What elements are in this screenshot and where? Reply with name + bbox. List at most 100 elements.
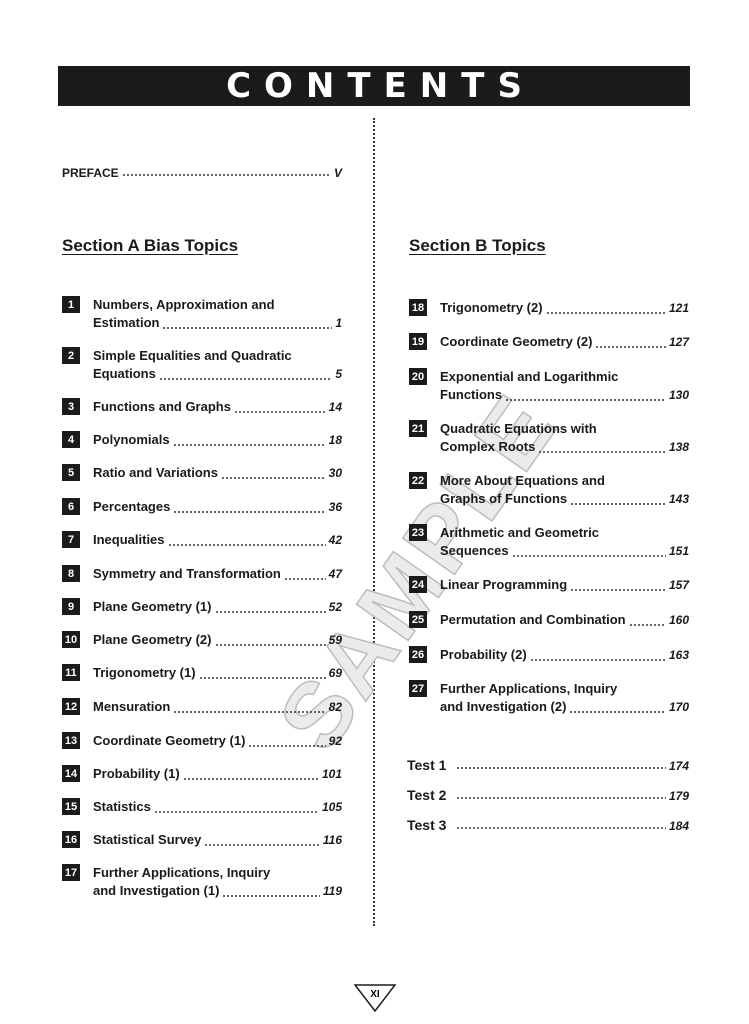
leader-dots [511,555,666,557]
test-entry[interactable]: Test 2 179 [407,787,689,803]
page-number: XI [370,989,380,1000]
page-number: 116 [322,833,342,847]
chapter-title: Statistical Survey [93,832,202,847]
chapter-title: Further Applications, Inquiry [440,681,618,696]
test-entry[interactable]: Test 1 174 [407,757,689,773]
chapter-title: Inequalities [93,532,165,547]
test-label: Test 2 [407,787,447,803]
page-number: 184 [668,819,689,833]
page-number: 157 [668,578,689,592]
chapter-number-badge: 9 [62,598,80,615]
test-entry[interactable]: Test 3 184 [407,817,689,833]
chapter-number-badge: 8 [62,565,80,582]
leader-dots [220,477,326,479]
leader-dots [172,444,326,446]
page-number-triangle: XI [354,984,396,1012]
chapter-title: Coordinate Geometry (2) [440,334,593,349]
chapter-number-badge: 13 [62,732,80,749]
chapter-number-badge: 3 [62,398,80,415]
leader-dots [569,711,666,713]
chapter-number-badge: 14 [62,765,80,782]
chapter-title: Complex Roots [440,439,536,454]
page-number: 14 [328,400,342,414]
chapter-title: Mensuration [93,699,171,714]
leader-dots [595,346,666,348]
chapter-number-badge: 15 [62,798,80,815]
chapter-title: Quadratic Equations with [440,421,597,436]
chapter-number-badge: 2 [62,347,80,364]
leader-dots [628,624,666,626]
page-number: 127 [668,335,689,349]
leader-dots [198,677,326,679]
chapter-number-badge: 20 [409,368,427,385]
leader-dots [153,811,319,813]
leader-dots [182,778,319,780]
page-number: 143 [668,492,689,506]
leader-dots [538,451,666,453]
chapter-number-badge: 6 [62,498,80,515]
chapter-number-badge: 26 [409,646,427,663]
chapter-title: Coordinate Geometry (1) [93,733,246,748]
leader-dots [173,511,326,513]
leader-dots [158,378,333,380]
page-number: 69 [328,666,342,680]
page-number: 36 [328,500,342,514]
chapter-number-badge: 23 [409,524,427,541]
page-number: 151 [668,544,689,558]
leader-dots [456,767,666,769]
chapter-number-badge: 1 [62,296,80,313]
chapter-title: Functions and Graphs [93,399,231,414]
chapter-title: Linear Programming [440,577,568,592]
column-divider [373,118,375,926]
leader-dots [529,659,666,661]
chapter-number-badge: 11 [62,664,80,681]
chapter-title: Exponential and Logarithmic [440,369,619,384]
leader-dots [456,797,666,799]
chapter-title: Numbers, Approximation and [93,297,275,312]
chapter-title: Simple Equalities and Quadratic [93,348,292,363]
chapter-title: Percentages [93,499,171,514]
leader-dots [214,611,326,613]
leader-dots [162,327,333,329]
leader-dots [505,399,666,401]
chapter-title: and Investigation (2) [440,699,567,714]
page-number: 30 [328,466,342,480]
contents-title-bar: CONTENTS [58,66,690,106]
chapter-number-badge: 22 [409,472,427,489]
chapter-title: Arithmetic and Geometric [440,525,599,540]
chapter-title: Functions [440,387,503,402]
chapter-number-badge: 25 [409,611,427,628]
page-number: 5 [335,367,342,381]
chapter-title: Graphs of Functions [440,491,568,506]
chapter-title: Estimation [93,315,160,330]
preface-label: PREFACE [62,166,119,180]
preface-entry[interactable]: PREFACE V [62,166,342,180]
chapter-title: Trigonometry (1) [93,665,196,680]
leader-dots [204,844,320,846]
leader-dots [248,745,326,747]
chapter-title: Plane Geometry (2) [93,632,212,647]
test-label: Test 3 [407,817,447,833]
page-number: 179 [668,789,689,803]
chapter-number-badge: 24 [409,576,427,593]
chapter-number-badge: 19 [409,333,427,350]
page-number: 119 [322,884,342,898]
chapter-number-badge: 21 [409,420,427,437]
chapter-title: Further Applications, Inquiry [93,865,271,880]
test-label: Test 1 [407,757,447,773]
chapter-title: Permutation and Combination [440,612,626,627]
chapter-number-badge: 18 [409,299,427,316]
chapter-title: Equations [93,366,156,381]
chapter-title: Sequences [440,543,509,558]
chapter-number-badge: 27 [409,680,427,697]
chapter-number-badge: 10 [62,631,80,648]
leader-dots [456,827,666,829]
leader-dots [570,503,666,505]
page-number: 174 [668,759,689,773]
leader-dots [167,544,326,546]
chapter-number-badge: 17 [62,864,80,881]
chapter-number-badge: 5 [62,464,80,481]
leader-dots [233,411,326,413]
leader-dots [545,312,666,314]
leader-dots [570,589,666,591]
